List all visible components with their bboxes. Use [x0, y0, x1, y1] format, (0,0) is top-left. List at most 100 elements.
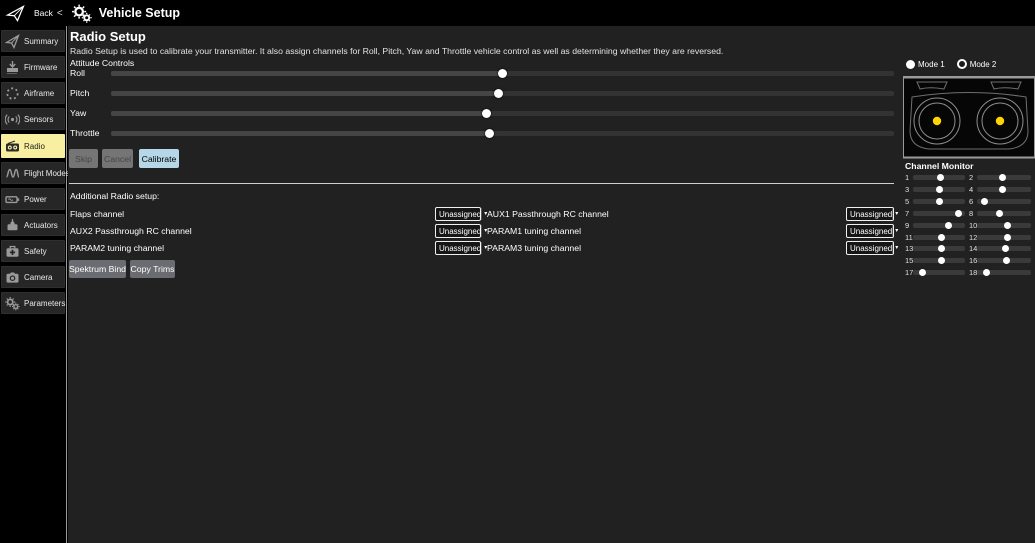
- param3-tuning-channel-label: PARAM3 tuning channel: [487, 243, 582, 253]
- yaw-slider-handle[interactable]: [482, 109, 492, 118]
- channel-monitor-title: Channel Monitor: [905, 161, 974, 171]
- sidebar-item-sensors[interactable]: Sensors: [1, 108, 65, 130]
- channel-10-bar: [977, 221, 1031, 229]
- channel-9-bar: [913, 221, 965, 229]
- yaw-slider[interactable]: [111, 109, 894, 118]
- channel-number: 3: [905, 184, 910, 194]
- sidebar-item-power[interactable]: Power: [1, 188, 65, 210]
- channel-10-monitor: 10: [969, 221, 1031, 230]
- throttle-label: Throttle: [70, 128, 100, 138]
- channel-number: 16: [969, 256, 978, 266]
- channel-11-bar: [913, 233, 965, 241]
- flaps-channel-dropdown[interactable]: Unassigned ▾: [435, 207, 487, 221]
- channel-number: 7: [905, 208, 910, 218]
- sidebar-item-label: Parameters: [24, 298, 66, 308]
- param1-tuning-channel-dropdown[interactable]: Unassigned ▾: [846, 224, 898, 238]
- cancel-button[interactable]: Cancel: [102, 149, 133, 168]
- channel-13-bar: [913, 245, 965, 253]
- chevron-down-icon: ▾: [892, 208, 900, 220]
- throttle-slider-row: Throttle: [70, 126, 894, 140]
- channel-6-dot: [980, 197, 988, 205]
- pitch-label: Pitch: [70, 88, 90, 98]
- roll-label: Roll: [70, 68, 85, 78]
- back-button[interactable]: Back <: [34, 8, 63, 19]
- slider-fill: [111, 131, 490, 136]
- slider-fill: [111, 71, 503, 76]
- sidebar-item-firmware[interactable]: Firmware: [1, 56, 65, 78]
- sidebar-item-flight-modes[interactable]: Flight Modes: [1, 162, 70, 184]
- channel-15-bar: [913, 257, 965, 265]
- pitch-slider-handle[interactable]: [494, 89, 504, 98]
- mode-2-radio[interactable]: Mode 2: [956, 59, 996, 69]
- channel-12-bar: [977, 233, 1031, 241]
- slider-fill: [111, 91, 499, 96]
- sidebar-item-airframe[interactable]: Airframe: [1, 82, 65, 104]
- channel-10-dot: [1003, 221, 1011, 229]
- sidebar-item-radio[interactable]: Radio: [1, 134, 65, 158]
- sidebar-item-parameters[interactable]: Parameters: [1, 292, 65, 314]
- slider-fill: [111, 111, 487, 116]
- mode-1-radio[interactable]: Mode 1: [906, 59, 945, 69]
- main-content: Radio Setup Radio Setup is used to calib…: [68, 26, 1035, 543]
- aux1-passthrough-rc-channel-dropdown[interactable]: Unassigned ▾: [846, 207, 898, 221]
- channel-number: 5: [905, 196, 910, 206]
- sine-wave-icon: [5, 166, 20, 181]
- channel-17-monitor: 17: [905, 268, 965, 277]
- radio-button-icon: [906, 59, 915, 69]
- channel-16-dot: [1002, 257, 1010, 265]
- assignment-row: Flaps channel Unassigned ▾ AUX1 Passthrough…: [70, 207, 898, 221]
- sidebar-item-summary[interactable]: Summary: [1, 30, 65, 52]
- channel-1-monitor: 1: [905, 173, 965, 182]
- sidebar-item-label: Summary: [24, 36, 59, 46]
- channel-number: 11: [905, 232, 913, 242]
- channel-number: 6: [969, 196, 974, 206]
- param2-tuning-channel-dropdown[interactable]: Unassigned ▾: [435, 241, 487, 255]
- copy-trims-button[interactable]: Copy Trims: [130, 260, 175, 278]
- sidebar-item-camera[interactable]: Camera: [1, 266, 65, 288]
- channel-11-monitor: 11: [905, 233, 965, 242]
- channel-number: 2: [969, 173, 974, 182]
- sidebar: Summary Firmware Airframe Sensors Radio Fligh…: [0, 26, 70, 543]
- sidebar-item-actuators[interactable]: Actuators: [1, 214, 65, 236]
- param1-tuning-channel-label: PARAM1 tuning channel: [487, 226, 582, 236]
- sidebar-item-label: Radio: [24, 141, 45, 151]
- channel-15-dot: [938, 257, 946, 265]
- skip-button[interactable]: Skip: [69, 149, 98, 168]
- assignment-row: AUX2 Passthrough RC channel Unassigned ▾ PA…: [70, 224, 898, 238]
- dotted-circle-icon: [5, 86, 20, 101]
- channel-18-bar: [977, 269, 1031, 277]
- channel-12-monitor: 12: [969, 233, 1031, 242]
- section-divider: [69, 183, 894, 184]
- motor-icon: [5, 218, 20, 233]
- param3-tuning-channel-dropdown[interactable]: Unassigned ▾: [846, 241, 898, 255]
- calibrate-button[interactable]: Calibrate: [139, 149, 179, 168]
- pitch-slider[interactable]: [111, 89, 894, 98]
- spektrum-bind-button[interactable]: Spektrum Bind: [69, 260, 126, 278]
- channel-17-bar: [913, 269, 965, 277]
- radio-button-icon: [956, 59, 967, 69]
- roll-slider-handle[interactable]: [498, 69, 507, 78]
- additional-radio-setup-label: Additional Radio setup:: [70, 191, 160, 201]
- sidebar-item-label: Camera: [24, 272, 53, 282]
- yaw-label: Yaw: [70, 108, 87, 118]
- qgc-logo-icon[interactable]: [5, 4, 26, 23]
- signal-waves-icon: [5, 112, 20, 127]
- channel-5-bar: [913, 197, 965, 205]
- back-label: Back: [34, 8, 53, 18]
- sidebar-item-safety[interactable]: Safety: [1, 240, 65, 262]
- yaw-slider-row: Yaw: [70, 106, 894, 120]
- param2-tuning-channel-label: PARAM2 tuning channel: [70, 243, 165, 253]
- camera-icon: [5, 270, 20, 285]
- channel-number: 13: [905, 244, 914, 254]
- throttle-slider-handle[interactable]: [484, 129, 494, 138]
- aux2-passthrough-rc-channel-dropdown[interactable]: Unassigned ▾: [435, 224, 487, 238]
- flaps-channel-label: Flaps channel: [70, 209, 125, 219]
- throttle-slider[interactable]: [111, 129, 894, 138]
- channel-12-dot: [1003, 233, 1011, 241]
- chevron-down-icon: ▾: [481, 208, 489, 220]
- channel-number: 17: [905, 268, 914, 278]
- roll-slider[interactable]: [111, 69, 894, 78]
- radio-setup-description: Radio Setup is used to calibrate your tr…: [70, 46, 724, 56]
- channel-2-monitor: 2: [969, 173, 1031, 182]
- chevron-left-icon: <: [56, 7, 63, 19]
